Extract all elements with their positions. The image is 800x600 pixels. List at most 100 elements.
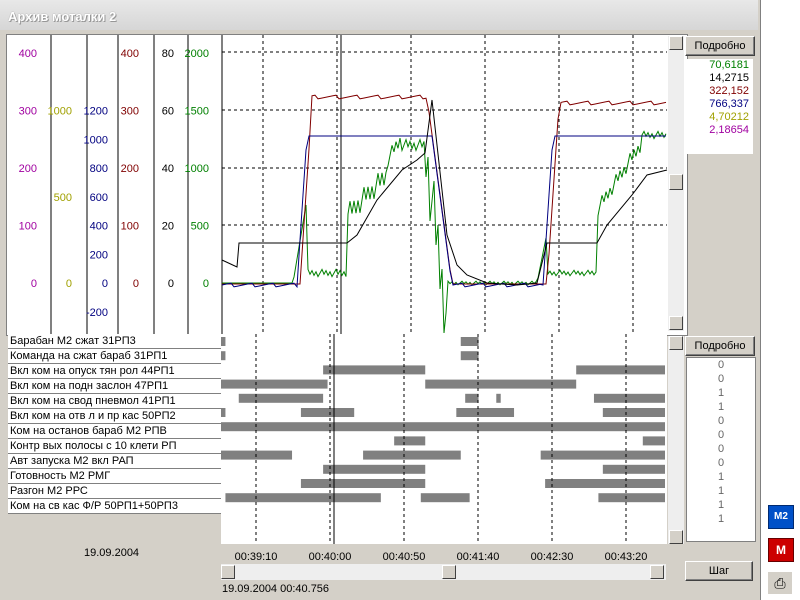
detail-button-bottom[interactable]: Подробно bbox=[685, 336, 755, 356]
trace-green bbox=[222, 130, 667, 334]
axis-tick-green: 1000 bbox=[185, 163, 209, 175]
current-values-box: 70,6181 14,2715 322,152 766,337 4,70212 2,186… bbox=[685, 59, 753, 154]
trace-maroon bbox=[222, 94, 667, 285]
signal-bar bbox=[642, 436, 665, 446]
m-icon[interactable]: M bbox=[768, 538, 794, 562]
signal-bar bbox=[456, 408, 515, 417]
axis-tick-black: 20 bbox=[162, 221, 174, 233]
signal-bar bbox=[221, 337, 226, 346]
signal-bar bbox=[540, 450, 665, 460]
signal-bar bbox=[602, 464, 665, 474]
time-tick: 00:39:10 bbox=[235, 551, 278, 563]
signal-labels: Барабан М2 сжат 31РП3 Команда на сжат бар… bbox=[8, 334, 221, 544]
time-scrollbar[interactable] bbox=[221, 564, 666, 580]
scroll-up-arrow[interactable] bbox=[669, 36, 683, 50]
signal-value: 0 bbox=[717, 373, 725, 385]
signal-bar bbox=[394, 436, 426, 446]
analog-plot-frame: 4003002001000150010005000120010008006004… bbox=[6, 34, 688, 336]
axis-tick-olive: 1000 bbox=[48, 106, 72, 118]
signal-label: Разгон М2 РРС bbox=[8, 484, 221, 499]
axis-tick-navy: 1000 bbox=[84, 134, 108, 146]
m2-icon[interactable]: M2 bbox=[768, 505, 794, 529]
time-tick: 00:42:30 bbox=[531, 551, 574, 563]
right-toolbar bbox=[760, 0, 800, 600]
signal-bar bbox=[363, 450, 461, 460]
signal-label: Вкл ком на опуск тян рол 44РП1 bbox=[8, 364, 221, 379]
signal-value: 0 bbox=[717, 457, 725, 469]
trace-black bbox=[221, 99, 668, 286]
signal-bar bbox=[465, 393, 479, 403]
signal-label: Контр вых полосы с 10 клети РП bbox=[8, 439, 221, 454]
signal-label: Ком на останов бараб М2 РПВ bbox=[8, 424, 221, 439]
signal-value: 1 bbox=[717, 499, 725, 511]
axis-tick-navy: 0 bbox=[102, 278, 108, 290]
scroll-thumb[interactable] bbox=[669, 174, 683, 190]
axis-tick-maroon: 400 bbox=[121, 48, 139, 60]
scroll-left-arrow[interactable] bbox=[221, 565, 235, 579]
axis-tick-navy: 800 bbox=[90, 163, 108, 175]
time-axis: 00:39:10 00:40:00 00:40:50 00:41:40 00:42:30… bbox=[235, 551, 648, 563]
axis-tick-purple: 0 bbox=[31, 278, 37, 290]
detail-button-top[interactable]: Подробно bbox=[685, 36, 755, 56]
signal-label: Вкл ком на свод пневмол 41РП1 bbox=[8, 394, 221, 409]
signal-bar bbox=[545, 479, 665, 488]
axis-tick-maroon: 200 bbox=[121, 163, 139, 175]
axis-tick-navy: 200 bbox=[90, 249, 108, 261]
signal-label: Авт запуска М2 вкл РАП bbox=[8, 454, 221, 469]
signal-bar bbox=[300, 408, 355, 417]
signal-bar bbox=[460, 337, 479, 346]
signals-scroll-down[interactable] bbox=[669, 530, 683, 544]
signal-value: 0 bbox=[717, 359, 725, 371]
signal-bar bbox=[221, 450, 293, 460]
signal-bar bbox=[225, 493, 381, 503]
axis-tick-purple: 300 bbox=[19, 106, 37, 118]
time-tick: 00:40:50 bbox=[383, 551, 426, 563]
signal-bar bbox=[576, 365, 665, 375]
printer-icon[interactable]: ⎙ bbox=[768, 572, 792, 594]
time-tick: 00:40:00 bbox=[309, 551, 352, 563]
title-bar: Архив моталки 2 bbox=[0, 0, 758, 30]
axis-tick-green: 500 bbox=[191, 221, 209, 233]
axis-tick-black: 80 bbox=[162, 48, 174, 60]
signal-bar bbox=[221, 408, 226, 417]
signal-value: 0 bbox=[717, 415, 725, 427]
signal-bar bbox=[323, 365, 426, 375]
current-value: 2,18654 bbox=[709, 124, 749, 136]
analog-plot[interactable]: 4003002001000150010005000120010008006004… bbox=[7, 35, 687, 335]
axis-tick-purple: 100 bbox=[19, 221, 37, 233]
axis-tick-navy: 1200 bbox=[84, 106, 108, 118]
signal-bar bbox=[221, 422, 665, 432]
window-title: Архив моталки 2 bbox=[8, 9, 117, 24]
signals-scrollbar[interactable] bbox=[668, 336, 684, 544]
current-value: 14,2715 bbox=[709, 72, 749, 84]
axis-tick-black: 40 bbox=[162, 163, 174, 175]
axis-tick-green: 0 bbox=[203, 278, 209, 290]
axis-tick-maroon: 0 bbox=[133, 278, 139, 290]
signal-bar bbox=[420, 493, 470, 503]
trace-navy bbox=[221, 135, 666, 289]
axis-tick-olive: 500 bbox=[54, 192, 72, 204]
date-label: 19.09.2004 bbox=[84, 547, 140, 559]
time-scroll-thumb[interactable] bbox=[442, 565, 456, 579]
axis-tick-green: 1500 bbox=[185, 106, 209, 118]
signals-scroll-up[interactable] bbox=[669, 336, 683, 350]
axis-tick-maroon: 300 bbox=[121, 106, 139, 118]
cursor-time: 19.09.2004 00:40.756 bbox=[222, 583, 330, 595]
axis-tick-maroon: 100 bbox=[121, 221, 139, 233]
step-button[interactable]: Шаг bbox=[685, 561, 753, 581]
plot-scrollbar[interactable] bbox=[668, 36, 684, 331]
axis-tick-navy: 600 bbox=[90, 192, 108, 204]
signal-value: 1 bbox=[717, 387, 725, 399]
current-value: 322,152 bbox=[709, 85, 749, 97]
signal-bar bbox=[238, 393, 324, 403]
current-value: 70,6181 bbox=[709, 59, 749, 71]
signal-value: 1 bbox=[717, 513, 725, 525]
axis-tick-navy: -200 bbox=[86, 307, 108, 319]
signal-label: Вкл ком на подн заслон 47РП1 bbox=[8, 379, 221, 394]
scroll-right-arrow[interactable] bbox=[650, 565, 664, 579]
axis-tick-black: 0 bbox=[168, 278, 174, 290]
signal-value: 0 bbox=[717, 443, 725, 455]
scroll-down-arrow[interactable] bbox=[669, 316, 683, 330]
digital-signals-plot[interactable] bbox=[221, 334, 667, 544]
signal-label: Команда на сжат бараб 31РП1 bbox=[8, 349, 221, 364]
